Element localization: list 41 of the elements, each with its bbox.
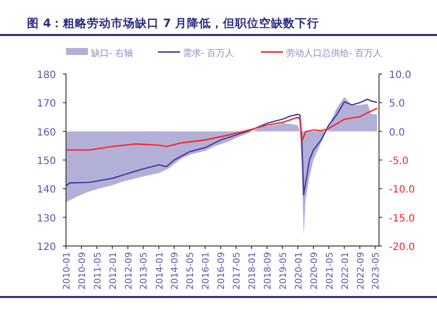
- x-tick-label: 2020-01: [294, 252, 304, 290]
- y2-tick-label: -5.0: [389, 156, 409, 167]
- y2-tick-label: 5.0: [389, 98, 405, 110]
- x-tick-label: 2016-01: [202, 252, 212, 290]
- y-tick-label: 150: [36, 156, 56, 167]
- x-tick-label: 2018-01: [248, 252, 258, 290]
- x-tick-label: 2015-05: [186, 252, 196, 290]
- x-tick-label: 2019-05: [278, 252, 289, 290]
- y-tick-label: 180: [36, 70, 56, 81]
- x-tick-label: 2010-09: [78, 252, 88, 290]
- x-tick-label: 2023-05: [372, 252, 382, 290]
- legend-label: 缺口- 右轴: [91, 48, 134, 59]
- x-tick-label: 2022-09: [356, 252, 366, 290]
- chart-title: 图 4：粗略劳动市场缺口 7 月降低，但职位空缺数下行: [27, 16, 320, 30]
- y-tick-label: 160: [36, 127, 56, 138]
- x-tick-label: 2021-05: [325, 252, 336, 290]
- x-tick-label: 2022-01: [340, 252, 351, 290]
- x-tick-label: 2018-09: [263, 252, 274, 290]
- x-tick-label: 2010-01: [62, 252, 72, 290]
- x-tick-label: 2014-01: [155, 252, 166, 290]
- y-tick-label: 140: [36, 184, 56, 196]
- legend-label: 需求- 百万人: [183, 48, 234, 59]
- x-tick-label: 2020-09: [310, 252, 320, 290]
- y2-tick-label: -15.0: [389, 213, 415, 224]
- y2-tick-label: -10.0: [389, 184, 415, 196]
- y2-tick-label: 10.0: [389, 70, 412, 81]
- x-tick-label: 2012-09: [124, 252, 134, 290]
- y-tick-label: 130: [36, 213, 56, 224]
- x-tick-label: 2013-05: [140, 252, 150, 290]
- x-tick-label: 2012-01: [108, 252, 119, 290]
- y2-tick-label: -20.0: [389, 242, 415, 253]
- x-tick-label: 2011-05: [93, 252, 104, 290]
- line-series: [65, 98, 378, 196]
- legend-label: 劳动人口总供给- 百万人: [286, 48, 382, 59]
- y2-tick-label: 0.0: [389, 127, 405, 138]
- x-tick-label: 2017-05: [232, 252, 242, 290]
- line-series: [65, 108, 378, 151]
- y-tick-label: 170: [36, 98, 56, 110]
- x-tick-label: 2014-09: [170, 252, 181, 290]
- y-tick-label: 120: [36, 242, 56, 253]
- x-tick-label: 2016-09: [217, 252, 228, 290]
